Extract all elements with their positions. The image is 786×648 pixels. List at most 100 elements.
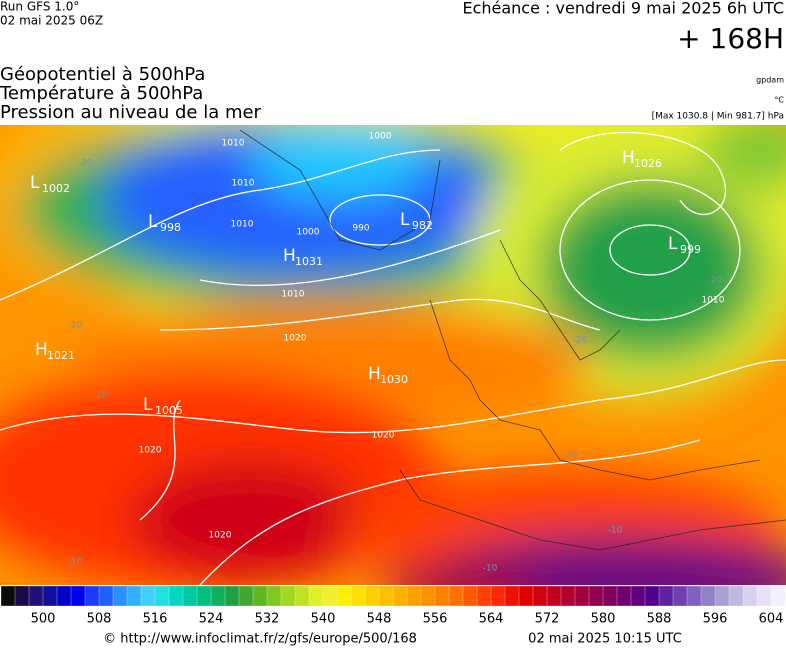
colorbar-swatch <box>406 585 422 607</box>
colorbar-swatch <box>112 585 128 607</box>
colorbar-swatch <box>14 585 30 607</box>
colorbar-swatch <box>196 585 212 607</box>
isobar-label: 1020 <box>372 431 395 441</box>
colorbar-swatch <box>420 585 436 607</box>
colorbar-swatch <box>42 585 58 607</box>
pressure-center-value: 1002 <box>42 182 70 195</box>
unit-label: gpdam <box>756 76 784 85</box>
lead-label: + 168H <box>677 22 784 55</box>
colorbar-swatch <box>658 585 674 607</box>
temperature-label: -10 <box>483 564 498 574</box>
isobar-label: 1020 <box>139 446 162 456</box>
colorbar-tick-label: 596 <box>703 612 728 627</box>
title-line: Pression au niveau de la mer <box>0 102 262 123</box>
colorbar-tick-label: 516 <box>143 612 168 627</box>
colorbar-swatch <box>182 585 198 607</box>
colorbar-swatch <box>770 585 786 607</box>
colorbar-swatch <box>574 585 590 607</box>
colorbar-swatch <box>168 585 184 607</box>
colorbar-swatch <box>714 585 730 607</box>
pressure-center-letter: H <box>622 148 635 168</box>
pressure-center-value: 1005 <box>155 404 183 417</box>
unit-label: °C <box>774 96 784 105</box>
colorbar-swatch <box>448 585 464 607</box>
colorbar-tick-label: 604 <box>759 612 784 627</box>
colorbar-swatch <box>98 585 114 607</box>
colorbar-swatch <box>224 585 240 607</box>
colorbar-tick-label: 500 <box>31 612 56 627</box>
colorbar-swatch <box>616 585 632 607</box>
temperature-label: -10 <box>68 558 83 568</box>
init-label: 02 mai 2025 06Z <box>0 14 103 28</box>
pressure-center-letter: L <box>148 212 158 232</box>
colorbar-swatch <box>476 585 492 607</box>
isobar-label: 1010 <box>282 290 305 300</box>
pressure-center-letter: H <box>35 340 48 360</box>
colorbar-tick-label: 556 <box>423 612 448 627</box>
temperature-label: -20 <box>93 391 108 401</box>
colorbar-swatch <box>546 585 562 607</box>
pressure-center-letter: L <box>143 395 153 415</box>
colorbar-swatch <box>532 585 548 607</box>
colorbar-swatch <box>336 585 352 607</box>
colorbar-swatch <box>154 585 170 607</box>
colorbar-swatch <box>686 585 702 607</box>
pressure-center-value: 1031 <box>295 255 323 268</box>
temperature-label: -20 <box>573 336 588 346</box>
colorbar-swatch <box>728 585 744 607</box>
colorbar-tick-label: 532 <box>255 612 280 627</box>
colorbar-swatch <box>364 585 380 607</box>
colorbar-swatch <box>434 585 450 607</box>
colorbar-tick-label: 572 <box>535 612 560 627</box>
temperature-label: -10 <box>608 526 623 536</box>
colorbar-tick-label: 588 <box>647 612 672 627</box>
isobar-label: 1010 <box>222 139 245 149</box>
run-label: Run GFS 1.0° <box>0 0 79 14</box>
pressure-center-letter: H <box>283 246 296 266</box>
colorbar-swatch <box>518 585 534 607</box>
colorbar-swatch <box>490 585 506 607</box>
title-line: Température à 500hPa <box>0 83 203 104</box>
colorbar-swatch <box>210 585 226 607</box>
isobar-label: 990 <box>352 224 369 234</box>
pressure-center-value: 998 <box>160 221 181 234</box>
pressure-center-letter: L <box>30 173 40 193</box>
temperature-label: -20 <box>708 276 723 286</box>
temperature-label: -20 <box>563 451 578 461</box>
colorbar-tick-label: 580 <box>591 612 616 627</box>
pressure-center-value: 999 <box>680 243 701 256</box>
source-label: © http://www.infoclimat.fr/z/gfs/europe/… <box>103 632 417 647</box>
temperature-label: -20 <box>68 321 83 331</box>
isobar-label: 1010 <box>702 296 725 306</box>
colorbar-tick-label: 540 <box>311 612 336 627</box>
colorbar-swatch <box>28 585 44 607</box>
colorbar-swatch <box>560 585 576 607</box>
colorbar-swatch <box>462 585 478 607</box>
colorbar-swatch <box>280 585 296 607</box>
colorbar-swatch <box>294 585 310 607</box>
isobar-label: 1000 <box>297 228 320 238</box>
generated-label: 02 mai 2025 10:15 UTC <box>528 632 682 647</box>
colorbar-tick-label: 564 <box>479 612 504 627</box>
colorbar-swatch <box>322 585 338 607</box>
pressure-center-value: 982 <box>412 219 433 232</box>
colorbar-swatch <box>56 585 72 607</box>
colorbar-tick-label: 548 <box>367 612 392 627</box>
colorbar-swatch <box>672 585 688 607</box>
colorbar-swatch <box>350 585 366 607</box>
colorbar-swatch <box>700 585 716 607</box>
colorbar-swatch <box>140 585 156 607</box>
colorbar-swatch <box>392 585 408 607</box>
pressure-center-letter: L <box>400 210 410 230</box>
colorbar-swatch <box>238 585 254 607</box>
colorbar-tick-label: 524 <box>199 612 224 627</box>
isobar-label: 1000 <box>369 132 392 142</box>
colorbar-swatch <box>630 585 646 607</box>
pressure-center-value: 1026 <box>634 157 662 170</box>
map-field <box>0 125 786 585</box>
colorbar-swatch <box>308 585 324 607</box>
unit-label: [Max 1030.8 | Min 981.7] hPa <box>652 112 784 122</box>
colorbar-swatch <box>84 585 100 607</box>
